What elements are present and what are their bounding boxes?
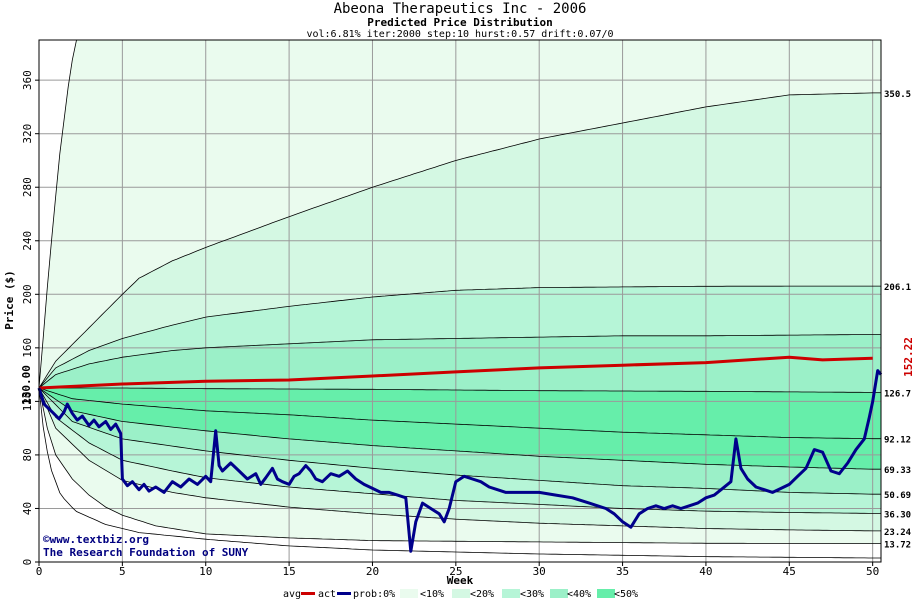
legend-band10-label: <10% [420,589,444,600]
legend-act-label: act [318,589,336,600]
chart-subtitle: Predicted Price Distribution [367,16,552,29]
right-label-92.12: 92.12 [884,436,911,446]
band-lower-36.30 [39,388,881,531]
curve-mid-126.7 [39,387,881,393]
chart-title: Abeona Therapeutics Inc - 2006 [334,1,587,17]
right-label-350.5: 350.5 [884,90,911,100]
x-tick-label-35: 35 [616,565,629,578]
curve-upper-20 [38,285,881,389]
right-label-69.33: 69.33 [884,466,911,476]
band-upper-extreme [39,40,881,388]
legend-band40-label: <40% [567,589,591,600]
watermark-url: ©www.textbiz.org [43,533,149,546]
y-tick-label-0: 0 [21,559,34,566]
right-percentile-labels: 350.5 206.1 126.7 92.12 69.33 50.69 36.30 23.24… [884,90,912,551]
legend: avg act prob:0% <10% <20% <30% <40% <50% [283,589,638,600]
curve-lower-13.72 [38,387,881,544]
legend-prob-label: prob:0% [353,589,395,600]
band-lower-50.69 [39,388,881,514]
y-tick-label-360: 360 [21,70,34,90]
x-axis-ticks: 0 5 10 15 20 25 30 35 40 45 50 [36,562,879,578]
curve-lower-23.24 [38,387,881,532]
right-label-36.30: 36.30 [884,510,911,520]
legend-band20-swatch [452,589,470,598]
right-label-23.24: 23.24 [884,528,912,538]
right-label-13.72: 13.72 [884,541,911,551]
band-lower-23.24 [39,388,881,544]
legend-band40-swatch [550,589,568,598]
curve-lower-50.69 [38,387,881,495]
plot-border [38,39,882,563]
right-label-50.69: 50.69 [884,491,911,501]
curve-upper-10 [38,92,881,389]
legend-act-swatch [337,592,351,595]
x-tick-label-20: 20 [366,565,379,578]
legend-band50-swatch [597,589,615,598]
grid-lines [39,40,881,562]
y-tick-label-120: 120 [21,391,34,411]
right-label-126.7: 126.7 [884,389,911,399]
x-tick-label-5: 5 [119,565,126,578]
y-tick-label-200: 200 [21,284,34,304]
band-lower-69.33 [39,388,881,495]
legend-avg-swatch [301,592,315,595]
end-price-label: 152.22 [902,337,915,377]
band-upper-30 [39,334,881,393]
chart-params: vol:6.81% iter:2000 step:10 hurst:0.57 d… [306,29,613,40]
y-axis-ticks: 0 40 80 120 160 200 240 280 320 360 [21,70,39,565]
series-act-line [37,369,883,553]
price-series [37,355,883,553]
legend-band10-swatch [400,589,418,598]
legend-band20-label: <20% [470,589,494,600]
x-tick-label-50: 50 [866,565,879,578]
x-tick-label-0: 0 [36,565,43,578]
y-tick-label-240: 240 [21,231,34,251]
x-axis-label: Week [447,574,474,587]
x-tick-label-30: 30 [533,565,546,578]
y-axis-label: Price ($) [3,270,16,330]
y-tick-label-320: 320 [21,124,34,144]
curve-lower-36.30 [38,387,881,514]
series-avg-line [38,355,873,390]
band-lower-92.12 [39,388,881,470]
legend-band30-swatch [502,589,520,598]
y-tick-label-40: 40 [21,502,34,515]
y-tick-label-160: 160 [21,338,34,358]
x-tick-label-10: 10 [199,565,212,578]
right-label-206.1: 206.1 [884,283,911,293]
watermark-org: The Research Foundation of SUNY [43,546,249,559]
x-tick-label-15: 15 [282,565,295,578]
y-tick-label-80: 80 [21,448,34,461]
band-mid-126.7 [39,388,881,439]
legend-avg-label: avg [283,589,301,600]
x-tick-label-25: 25 [449,565,462,578]
start-price-label: 130.00 [20,365,33,405]
x-tick-label-45: 45 [783,565,796,578]
legend-band30-label: <30% [520,589,544,600]
curve-lower-92.12 [38,387,881,440]
legend-band50-label: <50% [614,589,638,600]
curve-upper-30 [38,334,881,389]
y-tick-label-280: 280 [21,177,34,197]
x-tick-label-40: 40 [699,565,712,578]
curve-lower-extreme [38,387,881,559]
